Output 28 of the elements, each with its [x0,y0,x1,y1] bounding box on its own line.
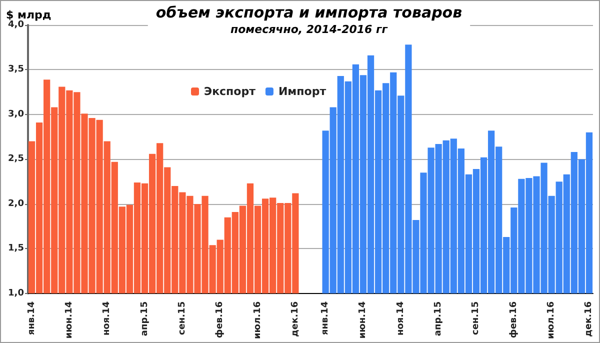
x-tick-label: фев.16 [508,301,519,338]
y-tick-label: 1,5 [8,244,24,254]
x-tick-label: июн.14 [358,301,368,339]
y-tick-label: 1,0 [8,288,24,298]
y-tick-label: 2,5 [8,154,24,164]
x-tick-label: сен.15 [177,301,188,336]
chart-title: объем экспорта и импорта товаров [156,4,462,22]
x-tick-label: янв.14 [320,301,331,336]
y-tick-label: 3,5 [8,64,24,75]
y-axis-title: $ млрд [6,8,52,22]
x-tick-label: июл.16 [546,301,557,340]
x-tick-label: апр.15 [140,301,150,336]
x-tick-label: сен.15 [471,301,482,336]
x-tick-label: июл.16 [252,301,263,340]
x-tick-label: янв.14 [26,301,37,336]
legend-label: Импорт [278,85,327,98]
x-tick-label: дек.16 [584,301,594,337]
legend-label: Экспорт [204,85,256,98]
x-tick-label: ноя.14 [102,301,112,336]
x-tick-label: июн.14 [64,301,74,339]
x-tick-label: ноя.14 [396,301,406,336]
y-tick-label: 2,0 [8,198,24,209]
x-tick-label: апр.15 [434,301,444,336]
y-tick-label: 3,0 [8,109,24,120]
chart-subtitle: помесячно, 2014-2016 гг [230,23,389,36]
y-tick-label: 4,0 [8,20,24,30]
x-tick-label: дек.16 [290,301,300,337]
x-tick-label: фев.16 [215,301,226,338]
